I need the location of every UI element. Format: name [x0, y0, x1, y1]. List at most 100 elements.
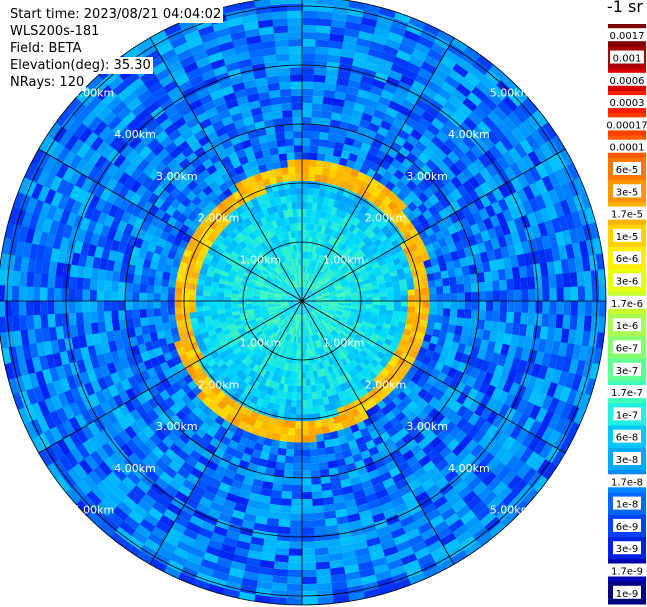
beta-cell	[167, 307, 176, 316]
beta-cell	[260, 289, 268, 294]
beta-cell	[68, 287, 76, 301]
beta-cell	[316, 160, 325, 169]
beta-cell	[247, 313, 255, 319]
beta-cell	[267, 264, 274, 271]
beta-cell	[228, 152, 240, 163]
beta-cell	[401, 123, 415, 136]
beta-cell	[266, 255, 273, 263]
beta-cell	[223, 54, 239, 66]
beta-cell	[360, 272, 369, 279]
beta-cell	[386, 291, 394, 297]
beta-cell	[181, 306, 190, 314]
beta-cell	[530, 455, 546, 473]
beta-cell	[250, 334, 258, 342]
beta-cell	[372, 385, 383, 395]
beta-cell	[507, 289, 515, 302]
beta-cell	[542, 122, 558, 140]
beta-cell	[473, 357, 484, 371]
beta-cell	[397, 273, 406, 281]
beta-cell	[339, 442, 351, 452]
beta-cell	[209, 532, 226, 544]
beta-cell	[233, 357, 242, 367]
beta-cell	[94, 245, 104, 259]
beta-cell	[539, 379, 552, 396]
beta-cell	[309, 152, 319, 161]
beta-cell	[267, 308, 276, 312]
beta-cell	[439, 197, 451, 209]
beta-cell	[61, 300, 69, 314]
beta-cell	[312, 318, 318, 326]
beta-cell	[213, 65, 229, 77]
beta-cell	[404, 528, 421, 541]
beta-cell	[421, 111, 436, 124]
beta-cell	[322, 304, 330, 307]
beta-cell	[436, 301, 444, 309]
beta-cell	[426, 123, 441, 137]
beta-cell	[107, 340, 118, 353]
beta-cell	[165, 385, 176, 397]
beta-cell	[352, 217, 361, 227]
beta-cell	[253, 288, 261, 293]
beta-cell	[453, 220, 464, 233]
beta-cell	[276, 411, 285, 420]
beta-cell	[286, 434, 295, 443]
beta-cell	[222, 367, 232, 377]
beta-cell	[249, 536, 265, 546]
beta-cell	[288, 541, 302, 549]
beta-cell	[140, 474, 155, 489]
beta-cell	[288, 295, 296, 299]
beta-cell	[433, 177, 446, 191]
beta-cell	[318, 232, 325, 241]
beta-cell	[274, 306, 282, 310]
beta-cell	[404, 117, 419, 130]
beta-cell	[278, 322, 285, 329]
beta-cell	[368, 203, 379, 214]
beta-cell	[27, 256, 37, 273]
beta-cell	[87, 115, 103, 132]
beta-cell	[79, 216, 91, 231]
beta-cell	[249, 318, 257, 324]
beta-cell	[380, 51, 397, 64]
beta-cell	[280, 491, 292, 499]
beta-cell	[70, 482, 87, 500]
beta-cell	[497, 403, 511, 419]
beta-cell	[256, 157, 266, 167]
beta-cell	[319, 411, 327, 420]
beta-cell	[141, 455, 156, 470]
beta-cell	[314, 325, 320, 333]
beta-cell	[341, 314, 350, 319]
beta-cell	[87, 165, 101, 181]
beta-cell	[285, 286, 292, 293]
beta-cell	[233, 247, 242, 256]
beta-cell	[492, 301, 501, 313]
beta-cell	[192, 328, 201, 336]
beta-cell	[560, 402, 573, 421]
beta-cell	[231, 293, 239, 298]
beta-cell	[478, 207, 490, 222]
beta-cell	[135, 416, 148, 431]
beta-cell	[113, 525, 132, 542]
beta-cell	[448, 276, 457, 287]
beta-cell	[235, 496, 249, 507]
beta-cell	[125, 300, 133, 311]
beta-cell	[307, 266, 312, 274]
beta-cell	[321, 168, 331, 177]
beta-cell	[500, 366, 511, 381]
beta-cell	[508, 147, 523, 163]
beta-cell	[327, 228, 334, 237]
beta-cell	[285, 268, 291, 276]
beta-cell	[415, 239, 426, 250]
beta-cell	[415, 301, 423, 308]
beta-cell	[525, 264, 535, 279]
beta-cell	[201, 69, 217, 82]
beta-cell	[129, 421, 143, 435]
beta-cell	[535, 162, 549, 180]
beta-cell	[485, 291, 494, 302]
beta-cell	[316, 239, 322, 248]
beta-cell	[120, 378, 132, 391]
beta-cell	[273, 302, 281, 304]
beta-cell	[169, 403, 181, 415]
beta-cell	[405, 277, 414, 285]
beta-cell	[355, 95, 369, 106]
beta-cell	[372, 78, 387, 90]
